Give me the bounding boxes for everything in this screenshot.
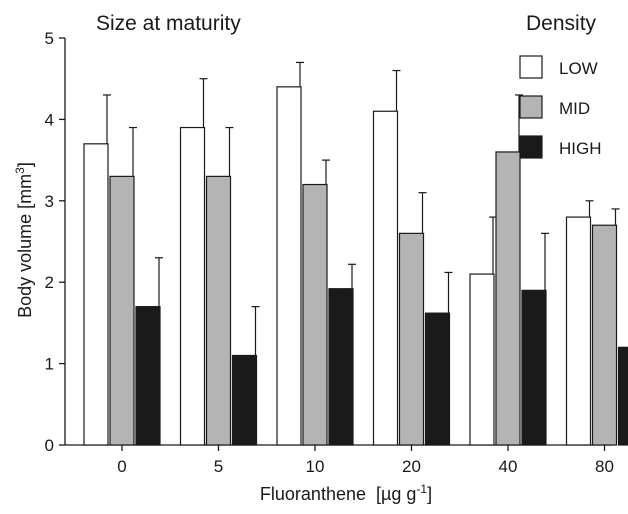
bar-mid-80 <box>591 224 618 446</box>
y-axis-label-close: ] <box>15 162 35 167</box>
y-tick-label: 5 <box>45 29 54 48</box>
x-axis-label-text: Fluoranthene <box>260 484 366 504</box>
bar-low-10 <box>276 86 302 446</box>
x-axis-label: Fluoranthene [µg g-1] <box>260 482 432 504</box>
y-tick-label: 4 <box>45 110 54 129</box>
x-tick-label: 40 <box>499 457 518 476</box>
bars <box>83 61 628 446</box>
bar-high-80 <box>617 346 628 446</box>
x-tick-label: 5 <box>214 457 223 476</box>
bar-low-0 <box>83 143 109 446</box>
legend-label-mid: MID <box>559 99 590 118</box>
bar-mid-20 <box>398 232 425 446</box>
x-axis-label-exponent: -1 <box>416 482 427 496</box>
bar-high-0 <box>135 306 161 446</box>
x-axis: 0 5 10 20 40 80 <box>65 444 614 476</box>
chart-title: Size at maturity <box>96 12 241 35</box>
bar-high-20 <box>424 312 451 446</box>
bar-low-80 <box>565 216 592 446</box>
bar-mid-5 <box>205 175 232 446</box>
bar-high-5 <box>231 354 258 446</box>
y-tick-label: 3 <box>45 192 54 211</box>
y-tick-label: 1 <box>45 355 54 374</box>
legend-swatch-high <box>519 135 543 159</box>
y-axis: 0 1 2 3 4 5 <box>45 29 66 455</box>
y-axis-label-exponent: 3 <box>13 167 27 174</box>
y-axis-label: Body volume [mm3] <box>13 162 35 318</box>
bar-mid-10 <box>302 183 328 446</box>
x-axis-label-close: ] <box>427 484 432 504</box>
legend-label-low: LOW <box>559 59 598 78</box>
bar-mid-40 <box>495 151 521 446</box>
x-tick-label: 80 <box>595 457 614 476</box>
y-tick-label: 0 <box>45 436 54 455</box>
y-axis-label-text: Body volume [mm <box>15 174 35 318</box>
bar-high-10 <box>328 288 354 446</box>
legend-title: Density <box>526 12 597 35</box>
x-tick-label: 20 <box>402 457 421 476</box>
bar-low-20 <box>372 110 399 446</box>
x-tick-label: 0 <box>117 457 126 476</box>
legend-swatch-mid <box>519 95 543 119</box>
bar-low-5 <box>179 126 206 446</box>
x-axis-label-unit: [µg g <box>376 484 416 504</box>
x-tick-label: 10 <box>306 457 325 476</box>
bar-low-40 <box>469 273 495 446</box>
bar-mid-0 <box>109 175 135 446</box>
legend-label-high: HIGH <box>559 139 602 158</box>
legend: Density LOW MID HIGH <box>519 12 602 159</box>
bar-high-40 <box>521 289 547 446</box>
y-tick-label: 2 <box>45 273 54 292</box>
legend-swatch-low <box>519 55 543 79</box>
